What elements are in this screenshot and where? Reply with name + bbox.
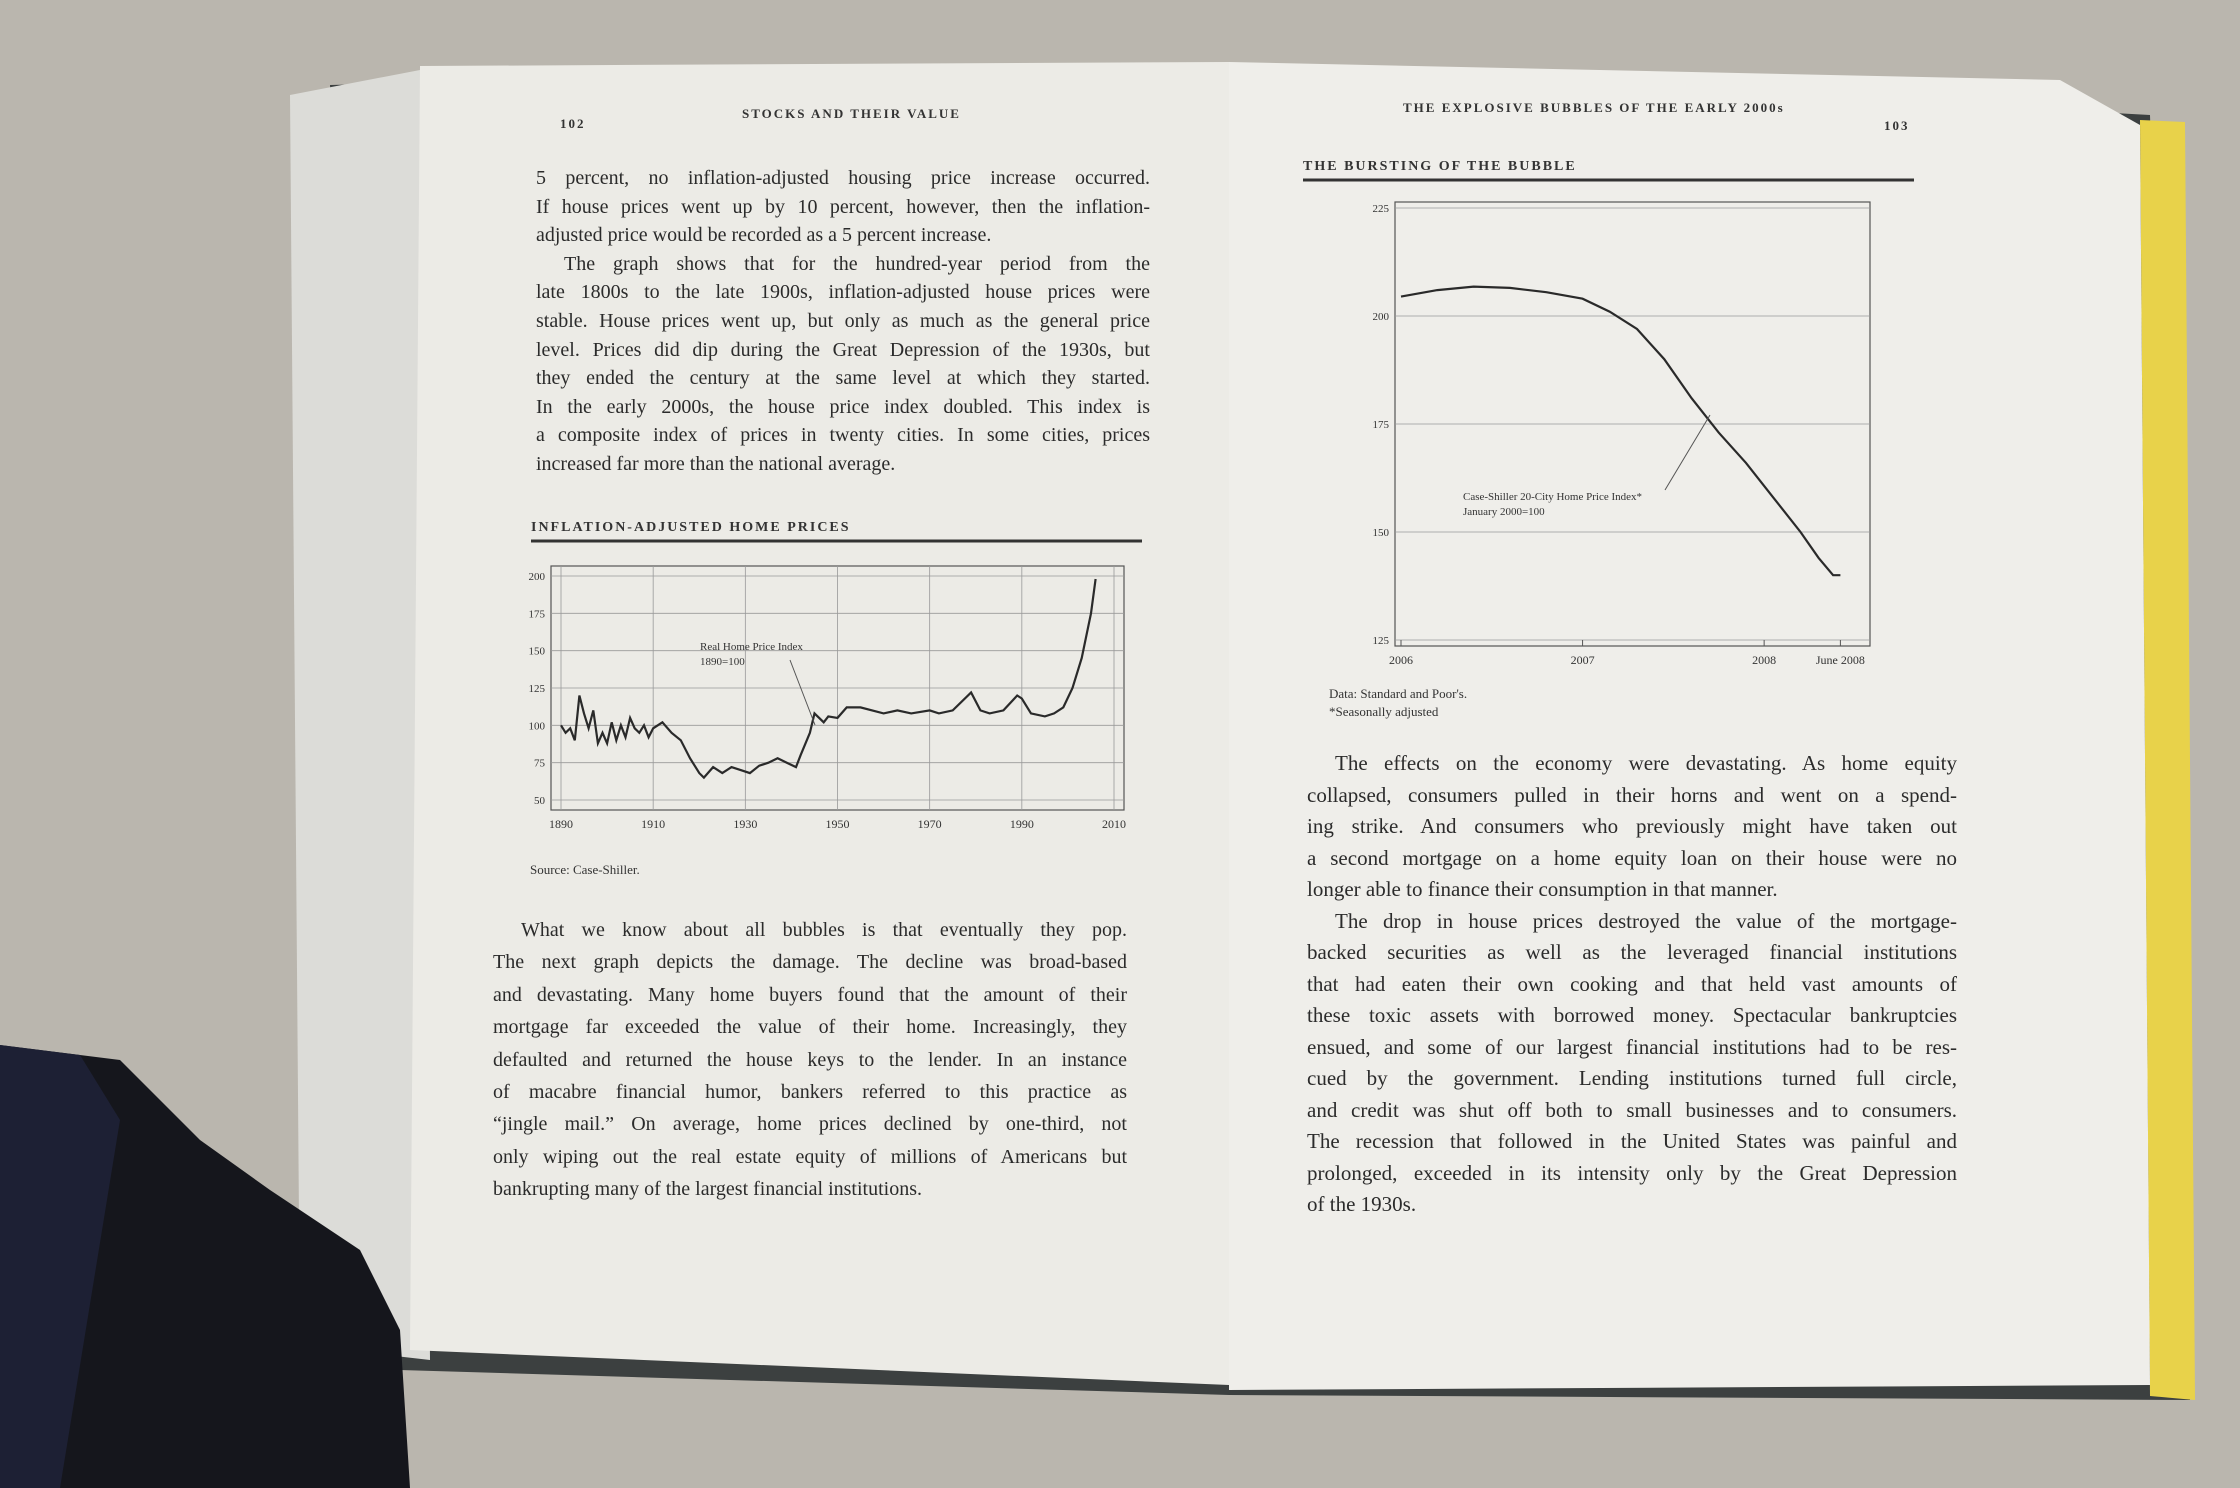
page-number: 102	[560, 116, 586, 131]
annotation: Case-Shiller 20-City Home Price Index*	[1463, 491, 1642, 503]
leader-line	[789, 659, 816, 726]
text-line: cued by the government. Lending institut…	[1307, 1066, 1957, 1090]
x-tick-label: 1950	[826, 817, 850, 831]
x-tick-label: 2007	[1571, 653, 1595, 667]
y-tick-label: 150	[529, 646, 546, 658]
y-tick-label: 150	[1373, 527, 1390, 539]
text-line: stable. House prices went up, but only a…	[536, 309, 1150, 332]
x-tick-label: 1910	[641, 817, 665, 831]
x-tick-label: 2010	[1102, 817, 1126, 831]
y-tick-label: 175	[529, 608, 546, 620]
x-tick-label: 2006	[1389, 653, 1413, 667]
text-line: increased far more than the national ave…	[536, 452, 896, 475]
x-tick-label: 1930	[733, 817, 757, 831]
y-tick-label: 200	[529, 571, 546, 583]
y-tick-label: 125	[1373, 635, 1390, 647]
text-block: What we know about all bubbles is that e…	[493, 914, 1127, 1206]
y-tick-label: 100	[529, 720, 546, 732]
text-line: adjusted price would be recorded as a 5 …	[536, 224, 992, 247]
text-line: “jingle mail.” On average, home prices d…	[493, 1113, 1127, 1136]
annotation: January 2000=100	[1463, 506, 1545, 518]
text-block: 5 percent, no inflation-adjusted housing…	[536, 164, 1150, 479]
text-line: a second mortgage on a home equity loan …	[1307, 845, 1957, 870]
text-line: The graph shows that for the hundred-yea…	[564, 252, 1150, 275]
text-line: If house prices went up by 10 percent, h…	[536, 195, 1150, 218]
text-line: they ended the century at the same level…	[536, 367, 1150, 390]
x-tick-label: June 2008	[1816, 653, 1865, 667]
text-line: mortgage far exceeded the value of their…	[493, 1016, 1127, 1039]
page-stack-left	[290, 70, 430, 1360]
text-line: The drop in house prices destroyed the v…	[1335, 908, 1957, 933]
text-line: collapsed, consumers pulled in their hor…	[1307, 782, 1957, 807]
text-line: that had eaten their own cooking and tha…	[1307, 971, 1957, 996]
chart-source: Source: Case-Shiller.	[530, 862, 640, 877]
y-tick-label: 200	[1373, 311, 1390, 323]
text-line: these toxic assets with borrowed money. …	[1307, 1003, 1957, 1027]
chart-note: Data: Standard and Poor's.	[1329, 686, 1467, 701]
x-tick-label: 2008	[1752, 653, 1776, 667]
trouser	[0, 1045, 120, 1488]
text-line: longer able to finance their consumption…	[1307, 877, 1778, 901]
chart-title: INFLATION-ADJUSTED HOME PRICES	[531, 520, 851, 535]
running-head: THE EXPLOSIVE BUBBLES OF THE EARLY 2000s	[1403, 100, 1785, 115]
text-line: a composite index of prices in twenty ci…	[536, 424, 1150, 447]
data-line	[1400, 285, 1841, 577]
text-line: and credit was shut off both to small bu…	[1307, 1097, 1957, 1122]
y-tick-label: 175	[1373, 419, 1390, 431]
text-line: ing strike. And consumers who previously…	[1307, 814, 1957, 838]
text-line: 5 percent, no inflation-adjusted housing…	[536, 167, 1150, 189]
y-tick-label: 75	[534, 758, 546, 770]
data-line	[560, 578, 1097, 780]
text-line: bankrupting many of the largest financia…	[493, 1178, 922, 1201]
text-block: The effects on the economy were devastat…	[1307, 748, 1957, 1221]
x-tick-label: 1890	[549, 817, 573, 831]
left-page	[410, 62, 1229, 1385]
text-line: defaulted and returned the house keys to…	[493, 1048, 1127, 1071]
page-number: 103	[1884, 118, 1910, 133]
text-line: In the early 2000s, the house price inde…	[536, 395, 1150, 418]
text-line: prolonged, exceeded in its intensity onl…	[1307, 1160, 1957, 1185]
y-tick-label: 225	[1373, 203, 1390, 215]
y-tick-label: 50	[534, 795, 546, 807]
text-line: The next graph depicts the damage. The d…	[493, 951, 1127, 974]
text-line: level. Prices did dip during the Great D…	[536, 338, 1150, 361]
annotation: 1890=100	[700, 656, 745, 668]
x-tick-label: 1990	[1010, 817, 1034, 831]
text-line: late 1800s to the late 1900s, inflation-…	[536, 281, 1150, 304]
text-line: ensued, and some of our largest financia…	[1307, 1034, 1957, 1059]
chart-title: THE BURSTING OF THE BUBBLE	[1303, 159, 1577, 174]
text-line: The recession that followed in the Unite…	[1307, 1129, 1957, 1153]
annotation: Real Home Price Index	[700, 641, 803, 653]
y-tick-label: 125	[529, 683, 546, 695]
right-page	[1229, 62, 2150, 1390]
text-line: only wiping out the real estate equity o…	[493, 1145, 1127, 1168]
text-line: backed securities as well as the leverag…	[1307, 940, 1957, 964]
text-line: of the 1930s.	[1307, 1192, 1417, 1216]
text-line: The effects on the economy were devastat…	[1335, 751, 1957, 775]
x-tick-label: 1970	[918, 817, 942, 831]
chart-note: *Seasonally adjusted	[1329, 704, 1439, 719]
cover-edge	[2140, 120, 2195, 1400]
text-line: of macabre financial humor, bankers refe…	[493, 1081, 1127, 1104]
text-line: What we know about all bubbles is that e…	[521, 919, 1127, 941]
leader-line	[1664, 414, 1711, 491]
text-line: and devastating. Many home buyers found …	[493, 983, 1127, 1006]
running-head: STOCKS AND THEIR VALUE	[742, 106, 961, 121]
